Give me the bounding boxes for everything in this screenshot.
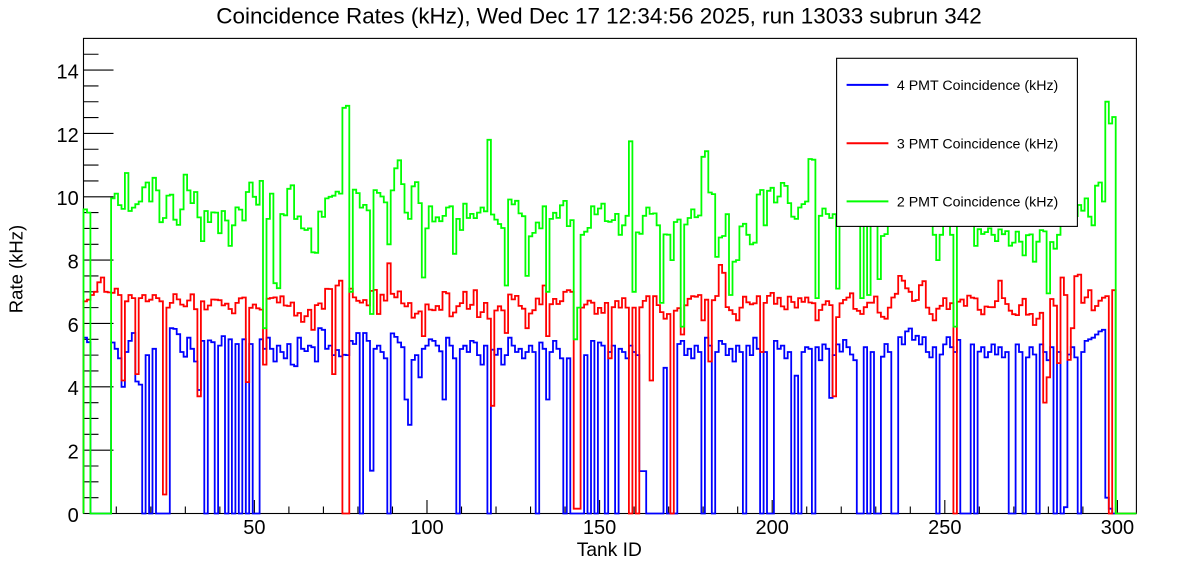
svg-text:14: 14 xyxy=(57,62,79,84)
svg-text:3 PMT Coincidence (kHz): 3 PMT Coincidence (kHz) xyxy=(897,137,1058,153)
svg-text:50: 50 xyxy=(243,517,265,539)
svg-text:100: 100 xyxy=(410,517,443,539)
svg-text:2 PMT Coincidence (kHz): 2 PMT Coincidence (kHz) xyxy=(897,195,1058,211)
svg-text:6: 6 xyxy=(68,315,79,337)
svg-text:10: 10 xyxy=(57,188,79,210)
svg-text:250: 250 xyxy=(928,517,961,539)
svg-text:Tank ID: Tank ID xyxy=(577,540,642,561)
svg-text:4: 4 xyxy=(68,378,79,400)
svg-text:300: 300 xyxy=(1101,517,1134,539)
svg-text:4 PMT Coincidence (kHz): 4 PMT Coincidence (kHz) xyxy=(897,78,1058,94)
svg-text:200: 200 xyxy=(756,517,789,539)
svg-text:2: 2 xyxy=(68,442,79,464)
svg-text:150: 150 xyxy=(583,517,616,539)
svg-text:12: 12 xyxy=(57,125,79,147)
svg-text:Coincidence Rates (kHz), Wed D: Coincidence Rates (kHz), Wed Dec 17 12:3… xyxy=(216,4,981,29)
svg-text:8: 8 xyxy=(68,252,79,274)
svg-text:Rate (kHz): Rate (kHz) xyxy=(6,225,27,313)
svg-text:0: 0 xyxy=(68,505,79,527)
